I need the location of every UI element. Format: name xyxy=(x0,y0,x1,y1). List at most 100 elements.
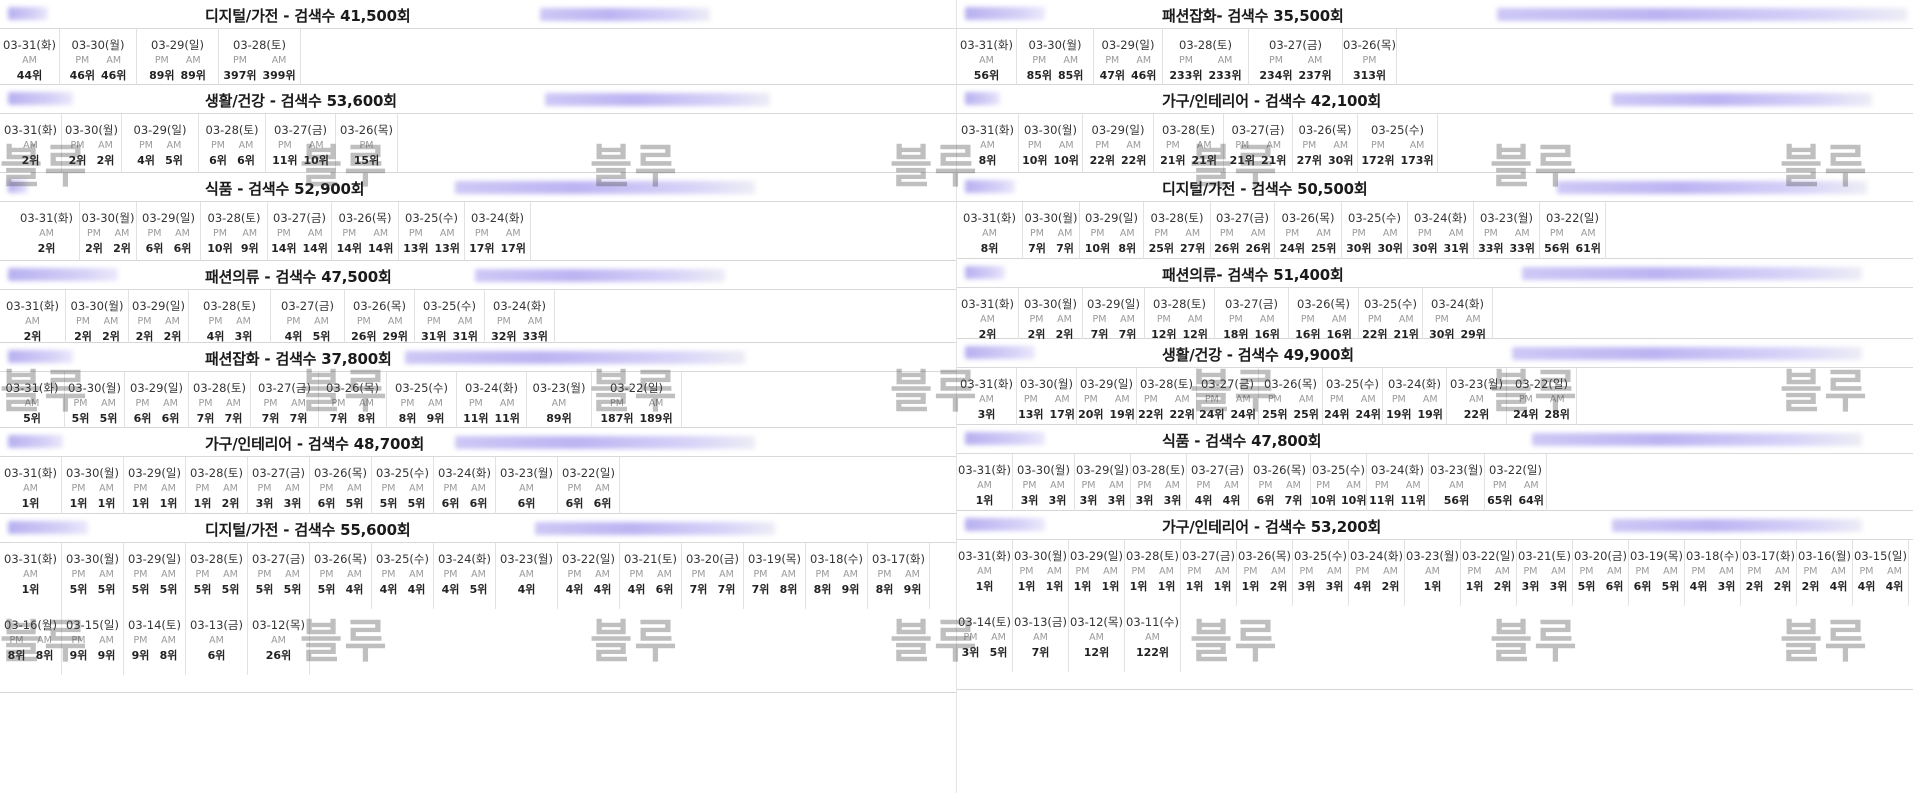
rank-day-cell: 03-31(화) AM 1위 xyxy=(957,540,1013,606)
rank-slot: AM 1위 xyxy=(1100,565,1122,595)
slot-period-label: PM xyxy=(1187,566,1202,577)
slot-period-label: AM xyxy=(1409,140,1425,151)
day-date: 03-29(일) xyxy=(130,381,183,395)
day-slots: PM 7위 AM 8위 xyxy=(319,397,386,427)
rank-slot: AM 22위 xyxy=(1170,393,1195,423)
slot-rank-value: 2위 xyxy=(1493,580,1512,593)
day-slots: AM 1위 xyxy=(1405,565,1460,595)
slot-rank-value: 12위 xyxy=(1151,328,1177,341)
slot-rank-value: 22위 xyxy=(1362,328,1388,341)
blurred-keyword xyxy=(8,7,48,20)
blurred-keyword xyxy=(8,435,63,448)
rank-slot: AM 21위 xyxy=(1394,313,1419,343)
slot-rank-value: 16위 xyxy=(1295,328,1321,341)
rank-slot: AM 89위 xyxy=(181,54,206,84)
rank-day-cell: 03-27(금) PM 3위 AM 3위 xyxy=(248,457,310,523)
rank-slot: PM 4위 xyxy=(1688,565,1710,595)
slot-period-label: PM xyxy=(400,398,415,409)
slot-rank-value: 9위 xyxy=(97,649,116,662)
rank-slot: PM 2위 xyxy=(1744,565,1766,595)
day-date: 03-26(목) xyxy=(353,299,406,313)
slot-period-label: PM xyxy=(1367,314,1382,325)
slot-rank-value: 27위 xyxy=(1296,154,1322,167)
rank-day-cell: 03-31(화) AM 56위 xyxy=(957,29,1017,95)
day-date: 03-28(토) xyxy=(203,299,256,313)
rank-day-cell: 03-15(일) PM 9위 AM 9위 xyxy=(62,609,124,675)
slot-period-label: PM xyxy=(1300,314,1315,325)
rank-slot: PM 5위 xyxy=(130,568,152,598)
slot-rank-value: 5위 xyxy=(159,583,178,596)
rank-day-cell: 03-28(토) PM 10위 AM 9위 xyxy=(201,202,268,268)
day-date: 03-22(일) xyxy=(610,381,663,395)
rank-slot: AM 4위 xyxy=(1221,479,1243,509)
slot-period-label: AM xyxy=(1120,314,1135,325)
day-date: 03-28(토) xyxy=(193,381,246,395)
rank-slot: AM 122위 xyxy=(1136,631,1169,661)
slot-rank-value: 2위 xyxy=(978,328,997,341)
category-title: 디지털/가전 - 검색수 50,500회 xyxy=(1162,180,1368,198)
category-title: 디지털/가전 - 검색수 41,500회 xyxy=(205,7,411,25)
slot-rank-value: 33위 xyxy=(522,330,548,343)
rank-day-cell: 03-25(수) PM 13위 AM 13위 xyxy=(399,202,465,268)
day-slots: PM 4위 AM 4위 xyxy=(1853,565,1908,595)
day-slots: PM 9위 AM 9위 xyxy=(62,634,123,664)
slot-period-label: AM xyxy=(161,569,176,580)
slot-period-label: PM xyxy=(76,316,90,327)
day-date: 03-23(월) xyxy=(1406,549,1459,563)
slot-rank-value: 8위 xyxy=(978,154,997,167)
day-date: 03-16(월) xyxy=(1798,549,1851,563)
rank-slot: PM 12위 xyxy=(1151,313,1176,343)
slot-rank-value: 4위 xyxy=(627,583,646,596)
rank-slot: PM 1위 xyxy=(192,482,214,512)
day-slots: AM 8위 xyxy=(957,139,1018,169)
slot-rank-value: 1위 xyxy=(1129,580,1148,593)
slot-rank-value: 2위 xyxy=(1381,580,1400,593)
day-date: 03-26(목) xyxy=(1298,123,1352,137)
rank-slot: PM 2위 xyxy=(83,227,105,257)
slot-rank-value: 8위 xyxy=(980,242,999,255)
slot-period-label: AM xyxy=(238,140,254,151)
slot-period-label: PM xyxy=(1219,228,1234,239)
slot-rank-value: 25위 xyxy=(1311,242,1337,255)
day-slots: PM 6위 AM 5위 xyxy=(310,482,371,512)
blurred-keyword xyxy=(965,432,1045,445)
day-date: 03-28(토) xyxy=(205,123,259,137)
slot-rank-value: 7위 xyxy=(1118,328,1137,341)
rank-slot: PM 8위 xyxy=(874,568,896,598)
rank-day-cell: 03-29(일) PM 1위 AM 1위 xyxy=(1069,540,1125,606)
slot-rank-value: 21위 xyxy=(1229,154,1255,167)
blurred-product-name xyxy=(405,351,745,364)
slot-period-label: PM xyxy=(877,569,892,580)
slot-rank-value: 21위 xyxy=(1191,154,1217,167)
slot-rank-value: 2위 xyxy=(37,242,56,255)
day-date: 03-18(수) xyxy=(810,552,863,566)
rank-slot: PM 2위 xyxy=(134,315,156,345)
blurred-keyword xyxy=(965,518,1045,531)
rank-slot: AM 8위 xyxy=(778,568,800,598)
rank-slot: PM 89위 xyxy=(149,54,174,84)
slot-rank-value: 189위 xyxy=(639,412,673,425)
slot-rank-value: 4위 xyxy=(407,583,426,596)
slot-period-label: PM xyxy=(1549,228,1564,239)
day-slots: PM 1위 AM 1위 xyxy=(62,482,123,512)
category-title: 생활/건강 - 검색수 49,900회 xyxy=(1162,346,1354,364)
day-date: 03-30(월) xyxy=(66,466,119,480)
category-header: 패션잡화- 검색수 35,500회 xyxy=(957,0,1913,29)
day-slots: PM 56위 AM 61위 xyxy=(1540,227,1605,257)
day-date: 03-31(화) xyxy=(958,549,1011,563)
slot-period-label: AM xyxy=(347,569,362,580)
slot-rank-value: 24위 xyxy=(1199,408,1225,421)
rank-day-cell: 03-30(월) PM 13위 AM 17위 xyxy=(1017,368,1077,434)
day-slots: PM 31위 AM 31위 xyxy=(415,315,484,345)
rank-day-cell: 03-12(목) AM 26위 xyxy=(248,609,310,675)
rank-day-cell: 03-30(월) PM 7위 AM 7위 xyxy=(1023,202,1080,268)
slot-rank-value: 17위 xyxy=(469,242,495,255)
rank-day-cell: 03-28(토) PM 25위 AM 27위 xyxy=(1144,202,1211,268)
day-date: 03-11(수) xyxy=(1126,615,1179,629)
rank-day-cell: 03-26(목) PM 6위 AM 7위 xyxy=(1249,454,1311,520)
rank-day-cell: 03-24(화) PM 11위 AM 11위 xyxy=(1367,454,1429,520)
rank-slot: PM 30위 xyxy=(1346,227,1371,257)
day-date: 03-28(토) xyxy=(1140,377,1193,391)
rank-slot: PM 6위 xyxy=(316,482,338,512)
day-date: 03-27(금) xyxy=(1201,377,1254,391)
